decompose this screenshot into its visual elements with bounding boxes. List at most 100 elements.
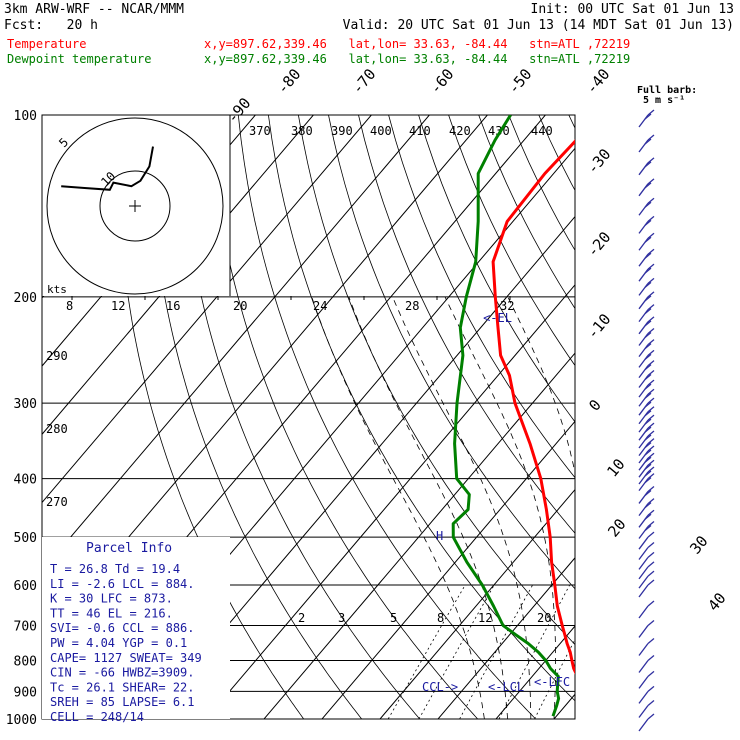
lcl-label: <-LCL xyxy=(488,680,524,694)
wind-barb xyxy=(638,466,655,485)
dry-adiabat-line xyxy=(328,115,575,590)
isotherm-label: -20 xyxy=(583,228,614,260)
wind-barb xyxy=(638,277,655,296)
dry-adiabat-label: 290 xyxy=(46,349,68,363)
wet-bulb-zero-label: H xyxy=(436,529,443,543)
hodograph-speed-label: 24 xyxy=(313,299,327,313)
wind-barb xyxy=(638,304,655,323)
el-label: <-EL xyxy=(483,311,512,325)
isotherm-label: -10 xyxy=(583,310,614,342)
pressure-tick-label: 900 xyxy=(14,685,37,700)
isotherm-line xyxy=(379,488,575,719)
mixing-ratio-label: 2 xyxy=(298,611,305,625)
wind-barb xyxy=(638,509,655,528)
dry-adiabat-line xyxy=(177,115,421,719)
dry-adiabat-label: 380 xyxy=(291,124,313,138)
dry-adiabat-label: 390 xyxy=(331,124,353,138)
wind-barb xyxy=(638,197,655,216)
hodograph-ring xyxy=(46,117,224,295)
wind-barb xyxy=(638,570,655,589)
wind-barb xyxy=(638,215,655,234)
mixing-ratio-label: 3 xyxy=(338,611,345,625)
hodograph-ring xyxy=(99,170,171,242)
isotherm-line xyxy=(717,87,740,731)
isotherm-line xyxy=(42,115,431,572)
wind-barb xyxy=(638,339,655,358)
wind-barb xyxy=(638,670,655,689)
parcel-info-row: SREH = 85 LAPSE= 6.1 xyxy=(50,695,195,709)
mixing-ratio-line xyxy=(581,585,647,719)
isotherm-label: -50 xyxy=(504,65,535,97)
parcel-info-box xyxy=(42,537,230,719)
dewpoint-location-info: x,y=897.62,339.46 lat,lon= 33.63, -84.44… xyxy=(204,52,631,66)
wind-barb xyxy=(638,414,655,433)
isotherm-label: -80 xyxy=(273,65,304,97)
dry-adiabat-line xyxy=(388,115,575,479)
wind-barb xyxy=(638,157,655,176)
hodograph-speed-label: 32 xyxy=(500,299,514,313)
wind-barb xyxy=(638,485,655,504)
pressure-tick-label: 1000 xyxy=(6,713,37,728)
dry-adiabat-line xyxy=(358,115,575,534)
wind-barb xyxy=(638,459,655,478)
parcel-info-row: T = 26.8 Td = 19.4 xyxy=(50,562,180,576)
wind-barb xyxy=(638,134,655,153)
pressure-tick-label: 100 xyxy=(14,109,37,124)
isotherm-label: -60 xyxy=(426,65,457,97)
wind-barb xyxy=(638,248,655,267)
dry-adiabat-line xyxy=(689,115,740,732)
parcel-info-title: Parcel Info xyxy=(86,541,172,556)
temperature-line xyxy=(491,139,575,675)
dry-adiabat-line xyxy=(268,115,575,702)
mixing-ratio-line xyxy=(418,584,495,719)
wind-barb xyxy=(638,109,655,128)
hodograph-speed-label: 28 xyxy=(405,299,419,313)
wind-barb xyxy=(638,473,655,492)
dry-adiabat-label: 410 xyxy=(409,124,431,138)
wind-barb xyxy=(638,263,655,282)
pressure-tick-label: 300 xyxy=(14,397,37,412)
wind-barb xyxy=(638,360,655,379)
hodograph-unit-label: kts xyxy=(47,283,67,296)
dry-adiabat-line xyxy=(207,115,479,719)
dry-adiabat-line xyxy=(508,115,575,252)
hodograph-speed-label: 20 xyxy=(233,299,247,313)
hodograph-speed-label: 8 xyxy=(66,299,73,313)
isotherm-line xyxy=(601,87,740,731)
isotherm-line xyxy=(263,352,575,719)
parcel-info-row: LI = -2.6 LCL = 884. xyxy=(50,577,195,591)
wind-barb xyxy=(638,579,655,598)
barb-key-title: Full barb: xyxy=(637,85,697,96)
parcel-info-row: CIN = -66 HWBZ=3909. xyxy=(50,666,195,680)
hodograph-speed-label: 12 xyxy=(111,299,125,313)
isotherm-label: -40 xyxy=(582,65,613,97)
hodograph-trace xyxy=(61,146,154,191)
wind-barb xyxy=(638,397,655,416)
wind-barb xyxy=(638,370,655,388)
wind-barb xyxy=(638,654,655,673)
dry-adiabat-line xyxy=(659,115,740,732)
dry-adiabat-line xyxy=(237,115,537,719)
parcel-info-row: PW = 4.04 YGP = 0.1 xyxy=(50,636,187,650)
mixing-ratio-label: 8 xyxy=(437,611,444,625)
parcel-info-row: CAPE= 1127 SWEAT= 349 xyxy=(50,651,202,665)
wind-barb xyxy=(638,232,655,251)
wind-barb xyxy=(638,531,655,550)
parcel-info-row: CELL = 248/14 xyxy=(50,710,144,724)
dry-adiabat-label: 440 xyxy=(531,124,553,138)
dry-adiabat-line xyxy=(719,115,740,732)
wind-barb xyxy=(638,541,655,560)
wind-barb xyxy=(638,619,655,638)
dewpoint-legend: Dewpoint temperature xyxy=(7,52,152,66)
wind-barb xyxy=(638,291,655,310)
dry-adiabat-line xyxy=(448,115,575,367)
isotherm-line xyxy=(437,557,575,719)
pressure-tick-label: 200 xyxy=(14,291,37,306)
wind-barb xyxy=(638,178,655,197)
isotherm-label: -30 xyxy=(583,145,614,177)
forecast-hour: Fcst: 20 h xyxy=(4,18,98,33)
dry-adiabat-line xyxy=(418,115,575,423)
temperature-legend: Temperature xyxy=(7,37,87,51)
pressure-tick-label: 600 xyxy=(14,579,37,594)
